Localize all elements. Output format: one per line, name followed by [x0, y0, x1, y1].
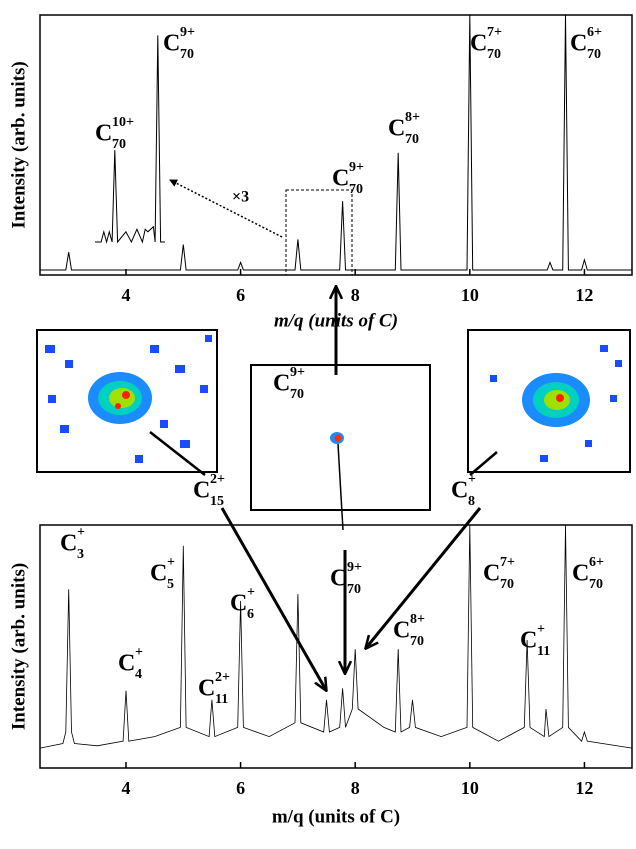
ion-label: C: [332, 166, 349, 192]
ion-label: C: [230, 591, 247, 617]
ion-size: 4: [135, 667, 142, 682]
ion-label: C: [118, 651, 135, 677]
ion-charge: 2+: [215, 670, 230, 685]
ion-charge: 7+: [500, 555, 515, 570]
arrows: [149, 179, 498, 690]
ion-label: C: [388, 116, 405, 142]
bottom-frame: [39, 524, 633, 769]
ion-charge: 6+: [587, 25, 602, 40]
x-tick-label: 8: [351, 778, 360, 798]
ion-charge: 9+: [349, 160, 364, 175]
ion-size: 3: [77, 547, 84, 562]
ion-label: C: [330, 566, 347, 592]
ion-charge: 2+: [210, 472, 225, 487]
ion-charge: 6+: [589, 555, 604, 570]
ion-label: C: [198, 676, 215, 702]
x-axis-title: m/q (units of C): [274, 310, 398, 331]
ion-size: 70: [487, 47, 501, 62]
ion-size: 70: [112, 137, 126, 152]
x-tick-label: 4: [121, 778, 130, 798]
ion-label: C: [451, 478, 468, 504]
x-axis-title: m/q (units of C): [272, 806, 400, 827]
ion-size: 70: [349, 182, 363, 197]
ion-size: 70: [410, 634, 424, 649]
ion-charge: +: [135, 645, 143, 660]
ion-charge: 9+: [347, 560, 362, 575]
ion-label: C: [572, 561, 589, 587]
y-axis-title: Intensity (arb. units): [8, 61, 29, 228]
x-tick-label: 6: [236, 285, 245, 305]
ion-charge: +: [537, 622, 545, 637]
ion-label: C: [273, 371, 290, 397]
x-tick-label: 12: [575, 778, 593, 798]
ion-label: C: [193, 478, 210, 504]
ion-size: 70: [500, 577, 514, 592]
ion-charge: +: [77, 525, 85, 540]
spectrum-line: [40, 14, 632, 271]
x-tick-label: 4: [121, 285, 130, 305]
x-tick-label: 8: [351, 285, 360, 305]
ion-size: 8: [468, 494, 475, 509]
ion-size: 70: [589, 577, 603, 592]
ion-label: C: [470, 31, 487, 57]
ion-size: 5: [167, 577, 174, 592]
spectrum-line: [39, 524, 633, 749]
ion-size: 70: [290, 387, 304, 402]
ion-charge: +: [247, 585, 255, 600]
ion-size: 11: [215, 692, 228, 707]
top-frame: [39, 14, 633, 276]
ion-charge: 8+: [405, 110, 420, 125]
ion-label: C: [95, 121, 112, 147]
ion-label: C: [393, 618, 410, 644]
spectrum-line: [95, 35, 165, 244]
ion-label: C: [150, 561, 167, 587]
ion-charge: 9+: [180, 25, 195, 40]
ion-size: 15: [210, 494, 224, 509]
ion-size: 6: [247, 607, 254, 622]
magnification-label: ×3: [232, 189, 249, 206]
ion-size: 70: [347, 582, 361, 597]
x-tick-label: 10: [461, 778, 479, 798]
x-tick-label: 6: [236, 778, 245, 798]
ion-size: 11: [537, 644, 550, 659]
ion-charge: +: [167, 555, 175, 570]
x-tick-label: 10: [461, 285, 479, 305]
ion-size: 70: [587, 47, 601, 62]
ion-label: C: [60, 531, 77, 557]
ion-label: C: [570, 31, 587, 57]
ion-charge: 9+: [290, 365, 305, 380]
ion-size: 70: [180, 47, 194, 62]
ion-label: C: [163, 31, 180, 57]
y-axis-title: Intensity (arb. units): [8, 563, 29, 730]
ion-charge: 8+: [410, 612, 425, 627]
ion-charge: 7+: [487, 25, 502, 40]
ion-size: 70: [405, 132, 419, 147]
ion-charge: 10+: [112, 115, 134, 130]
x-tick-label: 12: [575, 285, 593, 305]
ion-label: C: [520, 628, 537, 654]
detector-images: [36, 329, 631, 511]
ion-label: C: [483, 561, 500, 587]
ion-charge: +: [468, 472, 476, 487]
